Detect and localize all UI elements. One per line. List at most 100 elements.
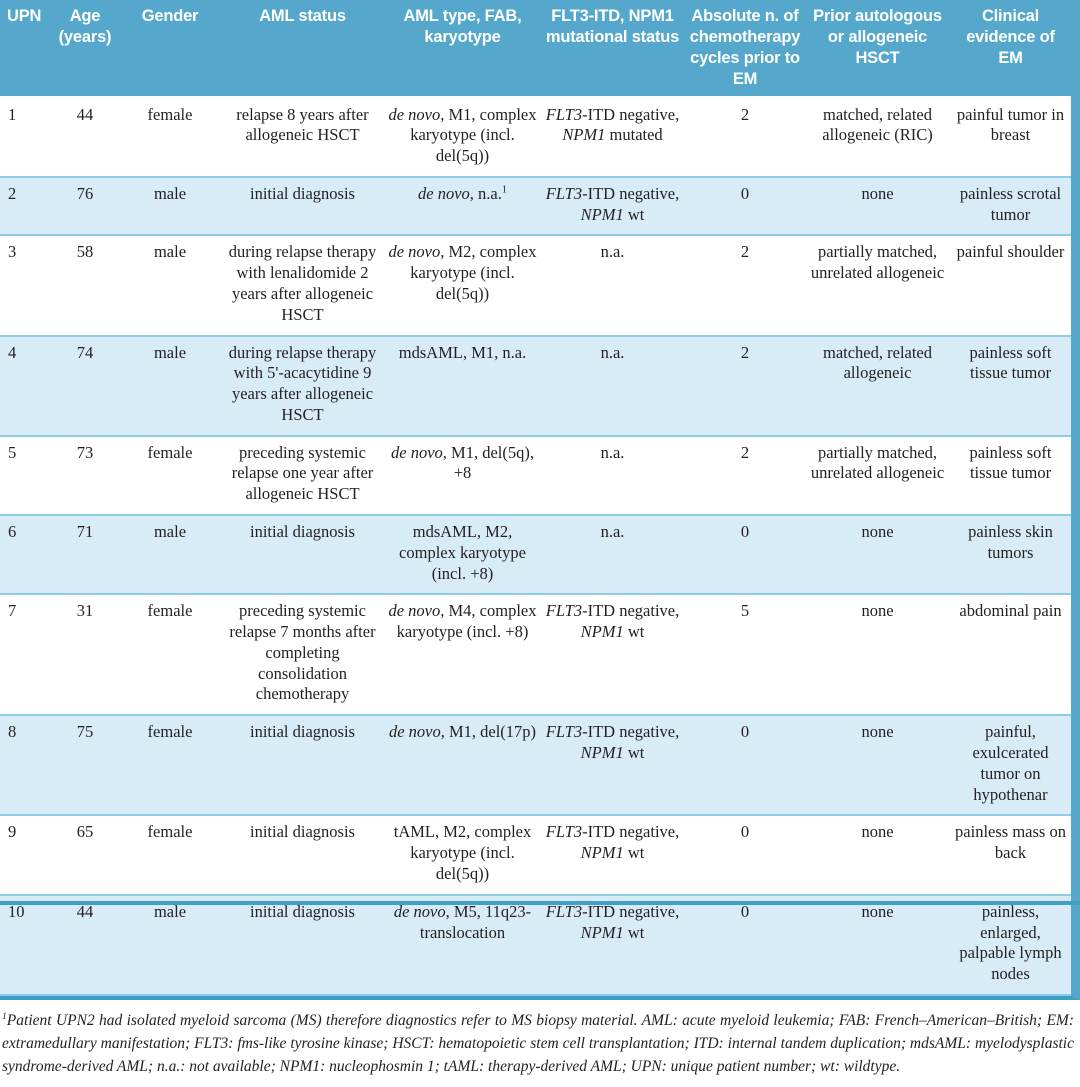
cell-aml-type-fab-karyotype: tAML, M2, complex karyotype (incl. del(5… [385, 815, 540, 895]
column-header-aml-type-fab-karyotype: AML type, FAB, karyotype [385, 0, 540, 99]
cell-prior-hsct: partially matched, unrelated allogeneic [805, 235, 950, 336]
cell-clinical-evidence: painless soft tissue tumor [950, 334, 1071, 437]
cell-age: 71 [50, 513, 120, 596]
cell-upn: 9 [0, 815, 50, 895]
cell-prior-hsct: matched, related allogeneic (RIC) [805, 97, 950, 177]
cell-upn: 3 [0, 235, 50, 336]
cell-prior-hsct: partially matched, unrelated allogeneic [805, 435, 950, 515]
cell-age: 65 [50, 815, 120, 895]
table-row-upn-10: 10 44 male initial diagnosis de novo, M5, 11… [0, 893, 1071, 996]
cell-gender: male [120, 334, 220, 437]
cell-prior-hsct: none [805, 175, 950, 237]
cell-age: 76 [50, 175, 120, 237]
cell-aml-status: initial diagnosis [220, 513, 385, 596]
cell-age: 31 [50, 594, 120, 716]
cell-upn: 4 [0, 334, 50, 437]
column-header-gender: Gender [120, 0, 220, 99]
cell-aml-status: initial diagnosis [220, 893, 385, 996]
cell-age: 44 [50, 893, 120, 996]
table-footnote: 1Patient UPN2 had isolated myeloid sarco… [2, 1010, 1074, 1076]
column-header-mutational-status: FLT3-ITD, NPM1 mutational status [540, 0, 685, 99]
bottom-rule [0, 901, 1080, 905]
cell-upn: 8 [0, 714, 50, 817]
cell-aml-type-fab-karyotype: de novo, M2, complex karyotype (incl. de… [385, 235, 540, 336]
cell-mutational-status: n.a. [540, 513, 685, 596]
cell-gender: male [120, 893, 220, 996]
cell-gender: male [120, 175, 220, 237]
cell-aml-status: preceding systemic relapse 7 months afte… [220, 594, 385, 716]
cell-aml-status: during relapse therapy with lenalidomide… [220, 235, 385, 336]
patient-characteristics-table: UPN Age (years) Gender AML status AML type, … [0, 0, 1071, 996]
cell-aml-type-fab-karyotype: de novo, M1, del(5q), +8 [385, 435, 540, 515]
cell-mutational-status: n.a. [540, 334, 685, 437]
cell-mutational-status: FLT3-ITD negative, NPM1 wt [540, 175, 685, 237]
cell-clinical-evidence: painful, exulcerated tumor on hypothenar [950, 714, 1071, 817]
column-header-clinical-evidence: Clinical evidence of EM [950, 0, 1071, 99]
cell-chemo-cycles: 0 [685, 175, 805, 237]
cell-chemo-cycles: 5 [685, 594, 805, 716]
cell-mutational-status: n.a. [540, 435, 685, 515]
table-row-upn-7: 7 31 female preceding systemic relapse 7 mo… [0, 594, 1071, 716]
cell-clinical-evidence: painless soft tissue tumor [950, 435, 1071, 515]
cell-prior-hsct: matched, related allogeneic [805, 334, 950, 437]
cell-aml-type-fab-karyotype: de novo, M4, complex karyotype (incl. +8… [385, 594, 540, 716]
column-header-aml-status: AML status [220, 0, 385, 99]
cell-upn: 5 [0, 435, 50, 515]
table-row-upn-3: 3 58 male during relapse therapy with lenal… [0, 235, 1071, 336]
cell-aml-status: initial diagnosis [220, 815, 385, 895]
table-row-upn-5: 5 73 female preceding systemic relapse one … [0, 435, 1071, 515]
cell-aml-status: preceding systemic relapse one year afte… [220, 435, 385, 515]
cell-chemo-cycles: 0 [685, 513, 805, 596]
cell-aml-status: during relapse therapy with 5'-acacytidi… [220, 334, 385, 437]
cell-prior-hsct: none [805, 815, 950, 895]
cell-aml-type-fab-karyotype: mdsAML, M1, n.a. [385, 334, 540, 437]
cell-mutational-status: n.a. [540, 235, 685, 336]
column-header-age: Age (years) [50, 0, 120, 99]
cell-age: 74 [50, 334, 120, 437]
cell-aml-type-fab-karyotype: mdsAML, M2, complex karyotype (incl. +8) [385, 513, 540, 596]
cell-gender: male [120, 513, 220, 596]
table-row-upn-4: 4 74 male during relapse therapy with 5'-ac… [0, 334, 1071, 437]
cell-prior-hsct: none [805, 893, 950, 996]
cell-mutational-status: FLT3-ITD negative, NPM1 mutated [540, 97, 685, 177]
cell-prior-hsct: none [805, 714, 950, 817]
column-header-prior-hsct: Prior autologous or allogeneic HSCT [805, 0, 950, 99]
cell-aml-type-fab-karyotype: de novo, n.a.1 [385, 175, 540, 237]
cell-chemo-cycles: 0 [685, 893, 805, 996]
cell-mutational-status: FLT3-ITD negative, NPM1 wt [540, 714, 685, 817]
cell-aml-type-fab-karyotype: de novo, M1, del(17p) [385, 714, 540, 817]
cell-upn: 6 [0, 513, 50, 596]
cell-clinical-evidence: painless scrotal tumor [950, 175, 1071, 237]
table-body: 1 44 female relapse 8 years after allogenei… [0, 97, 1071, 996]
table-row-upn-6: 6 71 male initial diagnosis mdsAML, M2, comp… [0, 513, 1071, 596]
cell-chemo-cycles: 0 [685, 714, 805, 817]
cell-age: 58 [50, 235, 120, 336]
cell-chemo-cycles: 2 [685, 334, 805, 437]
column-header-chemo-cycles: Absolute n. of chemotherapy cycles prior… [685, 0, 805, 99]
cell-clinical-evidence: painful shoulder [950, 235, 1071, 336]
cell-gender: female [120, 435, 220, 515]
cell-upn: 1 [0, 97, 50, 177]
cell-gender: female [120, 815, 220, 895]
cell-age: 73 [50, 435, 120, 515]
cell-gender: female [120, 594, 220, 716]
cell-mutational-status: FLT3-ITD negative, NPM1 wt [540, 594, 685, 716]
cell-clinical-evidence: abdominal pain [950, 594, 1071, 716]
cell-aml-type-fab-karyotype: de novo, M1, complex karyotype (incl. de… [385, 97, 540, 177]
cell-gender: female [120, 714, 220, 817]
patient-table-wrap: UPN Age (years) Gender AML status AML type, … [0, 0, 1080, 1000]
table-row-upn-1: 1 44 female relapse 8 years after allogenei… [0, 97, 1071, 177]
cell-prior-hsct: none [805, 594, 950, 716]
cell-aml-type-fab-karyotype: de novo, M5, 11q23-translocation [385, 893, 540, 996]
cell-upn: 7 [0, 594, 50, 716]
table-row-upn-8: 8 75 female initial diagnosis de novo, M1, d… [0, 714, 1071, 817]
cell-chemo-cycles: 2 [685, 435, 805, 515]
cell-clinical-evidence: painless skin tumors [950, 513, 1071, 596]
cell-clinical-evidence: painless mass on back [950, 815, 1071, 895]
cell-gender: male [120, 235, 220, 336]
table-row-upn-2: 2 76 male initial diagnosis de novo, n.a.1 FL… [0, 175, 1071, 237]
cell-clinical-evidence: painful tumor in breast [950, 97, 1071, 177]
cell-chemo-cycles: 2 [685, 235, 805, 336]
cell-age: 75 [50, 714, 120, 817]
